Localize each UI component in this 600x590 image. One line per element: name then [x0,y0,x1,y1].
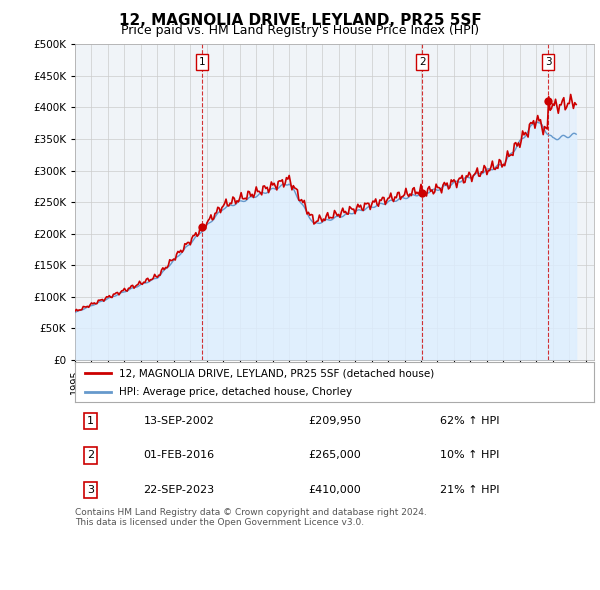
Text: 13-SEP-2002: 13-SEP-2002 [143,417,214,426]
Text: 12, MAGNOLIA DRIVE, LEYLAND, PR25 5SF (detached house): 12, MAGNOLIA DRIVE, LEYLAND, PR25 5SF (d… [119,369,434,379]
Text: 10% ↑ HPI: 10% ↑ HPI [440,451,499,460]
Text: 21% ↑ HPI: 21% ↑ HPI [440,485,499,494]
Text: 1: 1 [87,417,94,426]
Text: Price paid vs. HM Land Registry's House Price Index (HPI): Price paid vs. HM Land Registry's House … [121,24,479,37]
Text: 3: 3 [87,485,94,494]
Text: 22-SEP-2023: 22-SEP-2023 [143,485,214,494]
Text: 2: 2 [419,57,425,67]
Text: £209,950: £209,950 [308,417,361,426]
Text: 01-FEB-2016: 01-FEB-2016 [143,451,214,460]
Text: 3: 3 [545,57,551,67]
Text: £265,000: £265,000 [308,451,361,460]
Text: 1: 1 [199,57,205,67]
Text: 12, MAGNOLIA DRIVE, LEYLAND, PR25 5SF: 12, MAGNOLIA DRIVE, LEYLAND, PR25 5SF [119,13,481,28]
Text: 62% ↑ HPI: 62% ↑ HPI [440,417,499,426]
Text: £410,000: £410,000 [308,485,361,494]
Text: 2: 2 [87,451,94,460]
Text: Contains HM Land Registry data © Crown copyright and database right 2024.
This d: Contains HM Land Registry data © Crown c… [75,508,427,527]
Text: HPI: Average price, detached house, Chorley: HPI: Average price, detached house, Chor… [119,388,352,397]
